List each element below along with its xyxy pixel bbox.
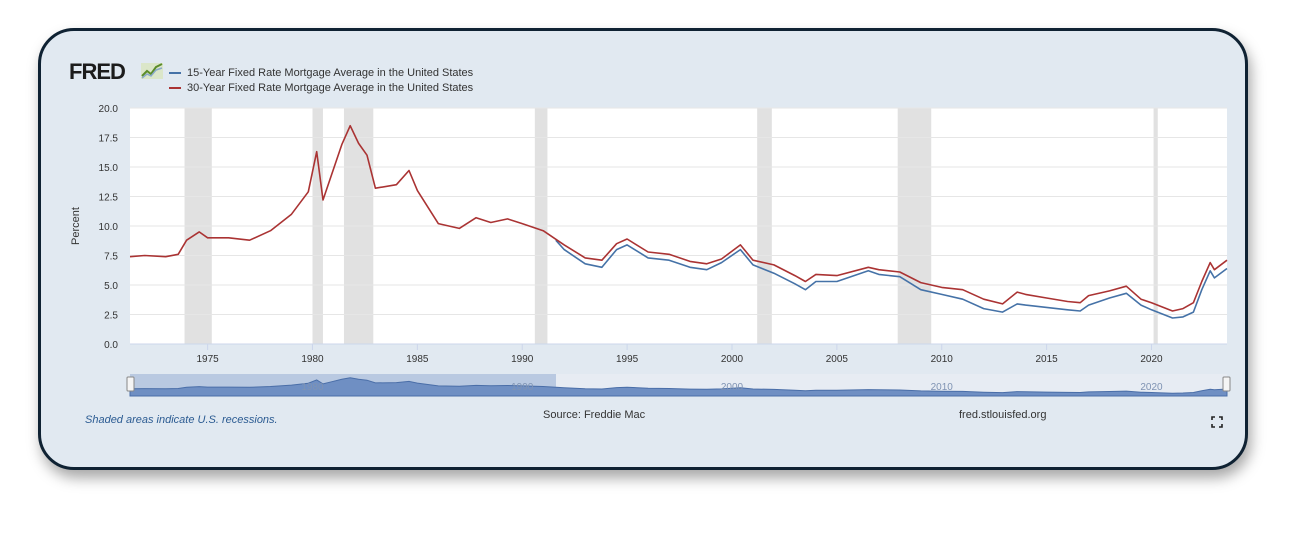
- x-tick-label: 2005: [826, 354, 849, 365]
- legend-label-30-year: 30-Year Fixed Rate Mortgage Average in t…: [187, 81, 474, 94]
- x-tick-label: 2015: [1035, 354, 1058, 365]
- series-line-15-year[interactable]: [555, 239, 1228, 319]
- y-tick-label: 10.0: [99, 222, 119, 233]
- y-tick-label: 2.5: [104, 311, 118, 322]
- navigator-label: 1980: [301, 382, 324, 393]
- fred-logo-graph-icon: [141, 63, 163, 79]
- navigator-left-handle[interactable]: [126, 376, 135, 392]
- fred-logo: FRED: [69, 59, 126, 84]
- navigator-label: 1990: [511, 382, 534, 393]
- x-tick-label: 2010: [931, 354, 954, 365]
- y-tick-label: 12.5: [99, 193, 119, 204]
- chart-card: FRED 15-Year Fixed Rate Mortgage Average…: [38, 28, 1248, 470]
- legend-label-15-year: 15-Year Fixed Rate Mortgage Average in t…: [187, 66, 474, 79]
- legend-swatch-15-year: [169, 71, 181, 74]
- y-tick-label: 7.5: [104, 252, 118, 263]
- y-tick-label: 20.0: [99, 104, 119, 115]
- y-tick-label: 17.5: [99, 134, 119, 145]
- site-link[interactable]: fred.stlouisfed.org: [959, 409, 1047, 421]
- x-tick-label: 1980: [301, 354, 324, 365]
- source-text: Source: Freddie Mac: [543, 409, 646, 421]
- navigator-label: 2020: [1140, 382, 1163, 393]
- navigator-right-handle[interactable]: [1222, 376, 1231, 392]
- mortgage-rate-chart: 0.0 2.5 5.0 7.5 10.0 12.5 15.0 17.5 20.0 1975 198…: [70, 104, 1231, 397]
- navigator-area: [129, 377, 1228, 397]
- legend-swatch-30-year: [169, 86, 181, 89]
- fullscreen-icon[interactable]: [1211, 416, 1223, 428]
- y-tick-label: 5.0: [104, 281, 118, 292]
- navigator-label: 2010: [931, 382, 954, 393]
- x-tick-label: 1990: [511, 354, 534, 365]
- recession-note: Shaded areas indicate U.S. recessions.: [85, 414, 278, 426]
- y-tick-label: 15.0: [99, 163, 119, 174]
- legend-item-15-year[interactable]: 15-Year Fixed Rate Mortgage Average in t…: [169, 65, 473, 80]
- x-tick-label: 2000: [721, 354, 744, 365]
- x-tick-label: 1995: [616, 354, 639, 365]
- legend-item-30-year[interactable]: 30-Year Fixed Rate Mortgage Average in t…: [169, 80, 473, 95]
- x-tick-label: 2020: [1140, 354, 1163, 365]
- series-line-30-year[interactable]: [129, 124, 1228, 312]
- chart-legend: 15-Year Fixed Rate Mortgage Average in t…: [169, 65, 473, 95]
- navigator-label: 2000: [721, 382, 744, 393]
- x-tick-label: 1985: [406, 354, 429, 365]
- y-tick-label: 0.0: [104, 340, 118, 351]
- y-axis-label: Percent: [70, 207, 82, 245]
- x-tick-label: 1975: [196, 354, 219, 365]
- range-navigator[interactable]: 1980 1990 2000 2010 2020: [126, 374, 1231, 397]
